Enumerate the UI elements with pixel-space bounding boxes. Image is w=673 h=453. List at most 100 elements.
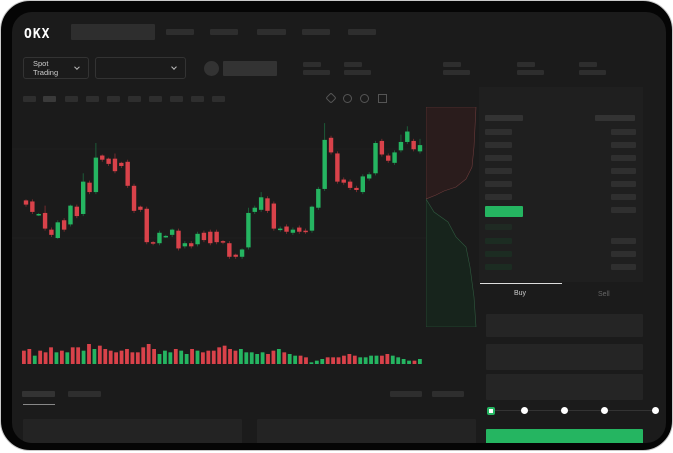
volume-bar xyxy=(163,350,167,364)
fullscreen-icon[interactable] xyxy=(378,94,387,103)
volume-bar xyxy=(173,349,178,364)
price-input[interactable] xyxy=(486,314,643,337)
volume-bar xyxy=(32,355,37,364)
market-type-select[interactable]: Spot Trading xyxy=(23,57,89,79)
candle xyxy=(150,242,156,244)
candle xyxy=(49,229,54,235)
buy-button[interactable] xyxy=(486,429,643,443)
amount-slider[interactable] xyxy=(487,407,659,415)
volume-bar xyxy=(282,352,287,364)
candle xyxy=(405,131,410,142)
stat-label xyxy=(303,62,321,67)
slider-handle[interactable] xyxy=(487,407,495,415)
nav-item[interactable] xyxy=(166,29,194,35)
ask-size xyxy=(611,181,636,187)
slider-step-50[interactable] xyxy=(561,407,568,414)
nav-item[interactable] xyxy=(302,29,330,35)
volume-bar xyxy=(135,352,140,364)
volume-bar xyxy=(22,350,26,364)
total-input[interactable] xyxy=(486,374,643,400)
tab-buy[interactable]: Buy xyxy=(514,290,527,297)
volume-bar xyxy=(81,350,86,364)
nav-item[interactable] xyxy=(257,29,286,35)
volume-bar xyxy=(374,355,379,364)
search-bar[interactable] xyxy=(71,24,155,40)
candle xyxy=(36,213,41,216)
timeframe-button[interactable] xyxy=(149,96,162,102)
tab-order-history[interactable] xyxy=(68,391,101,397)
candle xyxy=(417,145,423,152)
candle xyxy=(23,200,29,205)
candle xyxy=(106,158,111,164)
volume-bar xyxy=(358,357,363,364)
slider-step-75[interactable] xyxy=(601,407,608,414)
filter-button[interactable] xyxy=(390,391,422,397)
volume-bar xyxy=(190,349,194,364)
amount-input[interactable] xyxy=(486,344,643,370)
volume-bar xyxy=(293,355,298,364)
candlestick-chart[interactable] xyxy=(12,12,432,392)
bid-price xyxy=(485,251,512,257)
volume-bar xyxy=(314,360,319,364)
candle xyxy=(163,235,169,238)
candle xyxy=(258,197,264,210)
tab-sell[interactable]: Sell xyxy=(598,291,610,298)
last-price xyxy=(485,206,523,217)
candle xyxy=(131,185,137,211)
camera-icon[interactable] xyxy=(343,94,352,103)
candle xyxy=(386,155,391,161)
timeframe-button[interactable] xyxy=(170,96,183,102)
tab-open-orders[interactable] xyxy=(22,391,55,397)
slider-step-100[interactable] xyxy=(652,407,659,414)
settings-icon[interactable] xyxy=(360,94,369,103)
bid-size xyxy=(611,251,636,257)
candle xyxy=(354,187,359,190)
volume-bar xyxy=(255,354,260,364)
volume-bar xyxy=(152,349,156,364)
candle xyxy=(220,241,226,243)
candle xyxy=(112,158,118,172)
timeframe-button[interactable] xyxy=(43,96,56,102)
bid-size xyxy=(611,238,636,244)
volume-bar xyxy=(76,347,81,364)
timeframe-button[interactable] xyxy=(191,96,204,102)
candle xyxy=(189,243,194,247)
ob-header xyxy=(595,115,635,121)
candle xyxy=(360,176,366,193)
volume-bar xyxy=(380,355,384,364)
stat-value xyxy=(579,70,606,75)
candle xyxy=(309,206,315,231)
orders-card xyxy=(257,419,476,443)
candle xyxy=(239,249,245,257)
nav-item[interactable] xyxy=(348,29,376,35)
okx-logo: OKX xyxy=(24,27,51,42)
timeframe-button[interactable] xyxy=(86,96,99,102)
volume-bar xyxy=(244,352,249,364)
timeframe-button[interactable] xyxy=(65,96,78,102)
candle xyxy=(233,254,238,257)
candle xyxy=(214,231,219,243)
timeframe-button[interactable] xyxy=(107,96,120,102)
volume-bar xyxy=(336,357,341,364)
candle xyxy=(252,207,257,212)
volume-bar xyxy=(157,354,162,364)
volume-bar xyxy=(304,357,308,364)
filter-button[interactable] xyxy=(432,391,464,397)
depth-bids-area xyxy=(426,198,477,327)
timeframe-button[interactable] xyxy=(212,96,225,102)
candle xyxy=(157,232,162,244)
timeframe-button[interactable] xyxy=(128,96,141,102)
volume-bar xyxy=(97,345,102,364)
volume-bar xyxy=(401,359,406,364)
timeframe-button[interactable] xyxy=(23,96,36,102)
candle xyxy=(30,201,35,212)
candle xyxy=(42,212,48,229)
candle xyxy=(87,182,92,193)
volume-bar xyxy=(412,360,417,364)
nav-item[interactable] xyxy=(210,29,238,35)
ask-size xyxy=(611,155,636,161)
ask-size xyxy=(611,207,636,213)
pair-select[interactable] xyxy=(95,57,186,79)
volume-bar xyxy=(390,355,395,364)
slider-step-25[interactable] xyxy=(521,407,528,414)
